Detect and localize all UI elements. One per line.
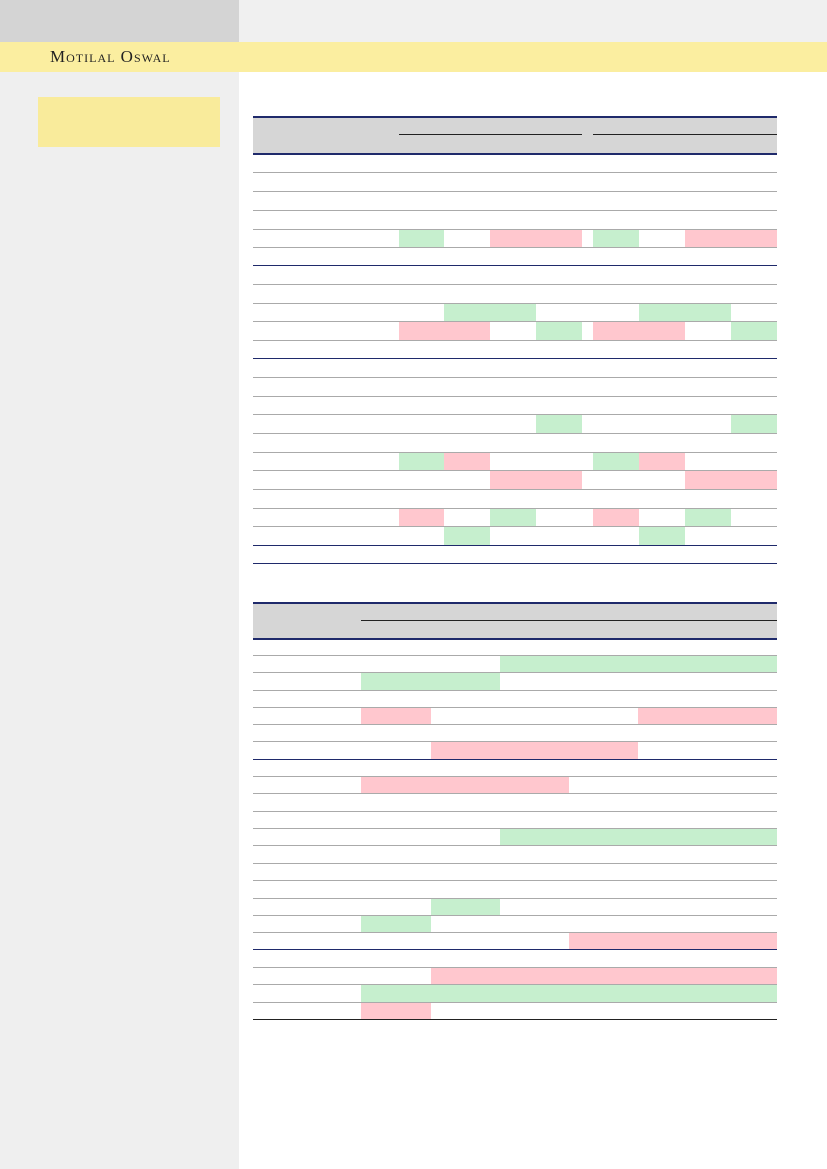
green-cell <box>731 414 777 433</box>
table-header <box>253 117 777 153</box>
rule <box>253 863 777 864</box>
rule <box>253 433 777 434</box>
rule <box>253 545 777 546</box>
green-cell <box>639 526 685 545</box>
rule <box>253 191 777 192</box>
green-cell <box>536 321 582 340</box>
rule <box>253 470 777 471</box>
pink-cell <box>569 932 777 949</box>
rule <box>253 321 777 322</box>
rule <box>253 967 777 968</box>
rule <box>253 414 777 415</box>
rule <box>253 759 777 760</box>
rule <box>253 489 777 490</box>
rule <box>253 793 777 794</box>
top-bar-left <box>0 0 239 42</box>
rule <box>253 358 777 359</box>
green-cell <box>399 229 444 247</box>
rule <box>253 229 777 230</box>
rule <box>253 915 777 916</box>
brand: Motilal Oswal <box>50 47 171 66</box>
rule <box>253 172 777 173</box>
rule <box>253 811 777 812</box>
pink-cell <box>431 741 638 759</box>
green-cell <box>490 508 536 526</box>
rule <box>253 880 777 881</box>
pink-cell <box>361 776 569 793</box>
rule <box>253 898 777 899</box>
rule <box>253 828 777 829</box>
rule <box>253 724 777 725</box>
green-cell <box>399 452 444 470</box>
rule <box>253 563 777 564</box>
green-cell <box>361 672 500 690</box>
pink-cell <box>593 508 639 526</box>
rule <box>253 340 777 341</box>
rule <box>253 1002 777 1003</box>
rule <box>253 284 777 285</box>
rule <box>253 1019 777 1020</box>
rule <box>253 602 777 604</box>
pink-cell <box>490 229 582 247</box>
rule <box>253 932 777 933</box>
pink-cell <box>685 229 777 247</box>
rule <box>253 741 777 742</box>
pink-cell <box>685 470 777 489</box>
rule <box>253 153 777 155</box>
pink-cell <box>361 1002 431 1019</box>
rule <box>253 210 777 211</box>
rule <box>399 134 582 135</box>
green-cell <box>431 898 500 915</box>
sidebar <box>0 72 239 1169</box>
green-cell <box>444 303 536 321</box>
rule <box>253 776 777 777</box>
pink-cell <box>593 321 685 340</box>
rule <box>253 303 777 304</box>
green-cell <box>536 414 582 433</box>
green-cell <box>500 828 777 845</box>
rule <box>253 690 777 691</box>
green-cell <box>685 508 731 526</box>
rule <box>253 655 777 656</box>
green-cell <box>500 655 777 672</box>
green-cell <box>731 321 777 340</box>
green-cell <box>593 229 639 247</box>
rule <box>253 638 777 640</box>
rule <box>253 845 777 846</box>
pink-cell <box>399 508 444 526</box>
rule <box>253 265 777 266</box>
pink-cell <box>444 452 490 470</box>
sidebar-box <box>38 97 220 147</box>
rule <box>253 707 777 708</box>
rule <box>253 247 777 248</box>
top-bar-right <box>239 0 827 42</box>
pink-cell <box>399 321 490 340</box>
rule <box>253 396 777 397</box>
pink-cell <box>638 707 777 724</box>
rule <box>253 377 777 378</box>
pink-cell <box>431 967 777 984</box>
pink-cell <box>490 470 582 489</box>
pink-cell <box>361 707 431 724</box>
green-cell <box>361 915 431 932</box>
rule <box>253 526 777 527</box>
brand-band <box>0 42 827 72</box>
rule <box>253 508 777 509</box>
rule <box>253 949 777 950</box>
rule <box>593 134 777 135</box>
rule <box>253 984 777 985</box>
pink-cell <box>639 452 685 470</box>
rule <box>253 116 777 118</box>
green-cell <box>444 526 490 545</box>
green-cell <box>593 452 639 470</box>
green-cell <box>361 984 777 1002</box>
rule <box>253 452 777 453</box>
rule <box>361 620 777 621</box>
rule <box>253 672 777 673</box>
green-cell <box>639 303 731 321</box>
